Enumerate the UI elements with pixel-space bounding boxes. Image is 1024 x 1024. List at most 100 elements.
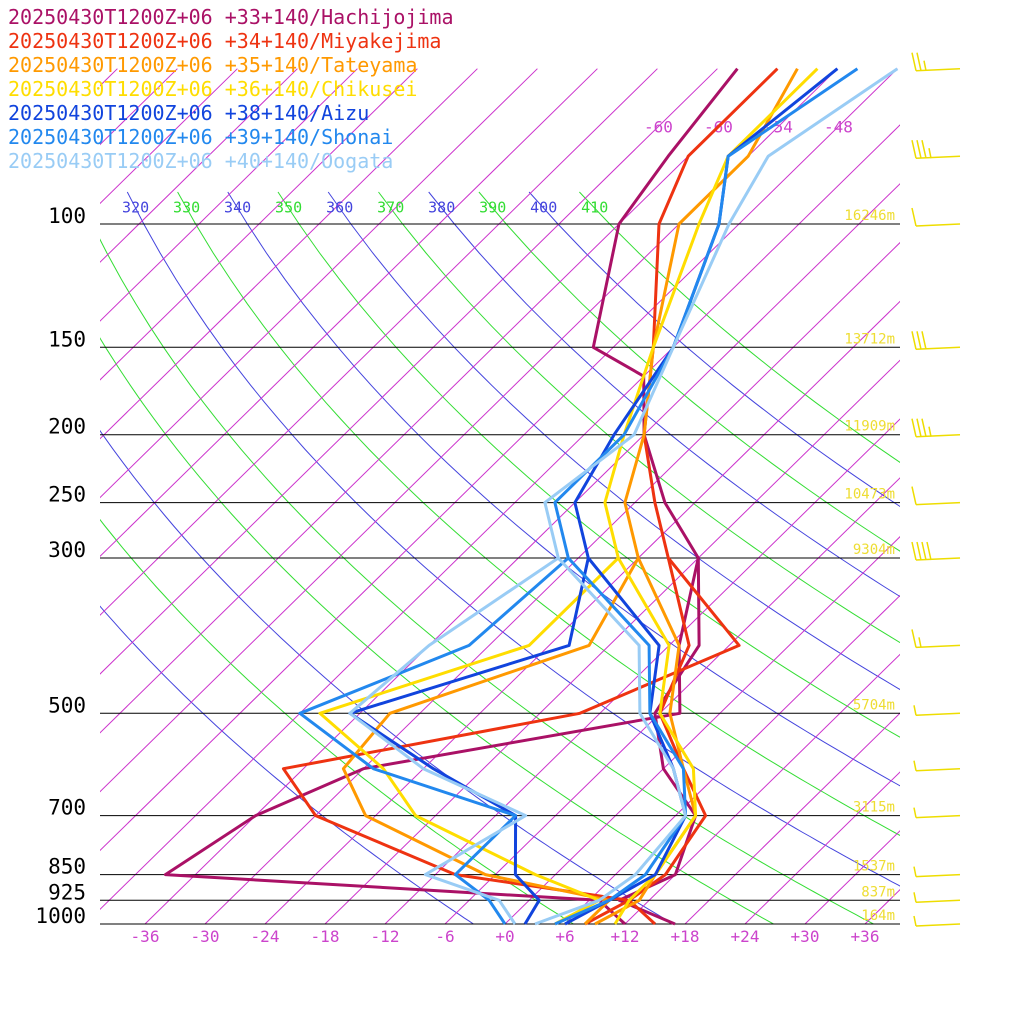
wind-barb-flag [916,331,922,350]
isotherm-line [100,68,718,675]
isotherm-line [564,594,900,924]
theta-label: 410 [581,198,608,216]
isotherm-line [925,69,1024,924]
isotherm-line [100,68,598,558]
series-2 [341,67,799,926]
wind-barb-flag [911,140,917,159]
temperature-tick-label: +36 [851,927,880,946]
wind-barb-staff [915,501,961,506]
wind-barb [911,331,961,351]
theta-label: 340 [224,198,251,216]
dry-adiabat-line [428,191,900,598]
height-label: 11909m [844,419,895,435]
legend-entry: 20250430T1200Z+06 +38+140/Aizu [8,101,370,125]
pressure-label: 850 [48,855,86,879]
wind-barb-flag [911,207,917,227]
isotherm-line [684,712,900,924]
wind-barb-flag [913,807,917,818]
temperature-profile-line [553,67,859,926]
isotherm-line [384,418,900,924]
height-label: 837m [861,884,895,900]
isotherm-line [744,771,900,924]
theta-label: 400 [530,198,557,216]
dry-adiabat-line [227,191,900,787]
isotherm-line [100,68,538,499]
wind-barb-flag [928,426,932,437]
height-label: 5704m [853,697,895,713]
temperature-profile-line [534,67,899,926]
wind-barb-flag [911,418,917,437]
theta-label: 330 [173,198,200,216]
height-label: 164m [861,908,895,924]
dewpoint-profile-line [281,557,741,926]
wind-barb [913,866,961,878]
wind-barb-flag [921,331,927,350]
wind-barb-layer [911,52,961,927]
isotherm-line [100,68,478,440]
wind-barb-flag [916,140,922,159]
wind-barb [911,207,961,227]
wind-barb-flag [926,541,932,561]
theta-label: 350 [275,198,302,216]
temperature-tick-label: +6 [555,927,574,946]
pressure-label: 1000 [35,904,86,928]
wind-barb-flag [923,60,927,71]
wind-barb-flag [916,418,922,437]
wind-barb-flag [918,637,922,648]
isotherm-line [624,653,900,924]
upper-isotherm-label: -60 [644,118,673,137]
isotherm-line [100,68,238,205]
wind-barb [911,629,961,649]
height-label: 1537m [853,859,895,875]
wind-barb [913,915,961,927]
wind-barb [911,140,961,159]
isotherm-line [324,359,900,924]
height-label: 9304m [853,542,895,558]
series-1 [281,67,779,926]
temperature-profile-line [627,67,779,926]
isotherm-line [204,241,900,924]
wind-barb-staff [915,433,961,438]
legend-entry: 20250430T1200Z+06 +36+140/Chikusei [8,77,418,101]
theta-label: 390 [479,198,506,216]
temperature-tick-label: +12 [611,927,640,946]
wind-barb-flag [916,52,922,71]
pressure-label: 300 [48,538,86,562]
wind-barb-staff [915,712,961,717]
isotherm-line [100,124,900,910]
temperature-profile-line [591,67,739,926]
wind-barb [913,705,961,717]
isotherm-line [100,68,178,146]
temperature-tick-label: -30 [191,927,220,946]
wind-barb-staff [915,155,961,159]
wind-barb-flag [921,418,927,437]
legend-entry: 20250430T1200Z+06 +39+140/Shonai [8,125,394,149]
legend-entry: 20250430T1200Z+06 +35+140/Tateyama [8,53,418,77]
series-0 [163,67,739,926]
wind-barb-staff [915,767,961,772]
wind-barb-flag [921,541,927,561]
wind-barb-flag [913,892,917,903]
wind-barb-flag [913,705,917,716]
theta-label: 370 [377,198,404,216]
wind-barb [913,892,961,904]
wind-barb [913,760,961,772]
pressure-label: 250 [48,483,86,507]
temperature-tick-label: +0 [495,927,514,946]
wind-barb-flag [913,915,917,927]
series-6 [348,67,899,926]
wind-barb-staff [915,873,961,878]
wind-barb [913,807,961,819]
series-3 [318,67,819,926]
pressure-label: 925 [48,880,86,904]
isotherm-line [985,69,1024,924]
legend-entry: 20250430T1200Z+06 +33+140/Hachijojima [8,5,454,29]
wind-barb-flag [913,866,917,877]
temperature-tick-label: -18 [311,927,340,946]
isotherm-line [100,68,898,852]
height-label: 10473m [844,487,895,503]
height-label: 3115m [853,800,895,816]
temperature-tick-label: +24 [731,927,760,946]
